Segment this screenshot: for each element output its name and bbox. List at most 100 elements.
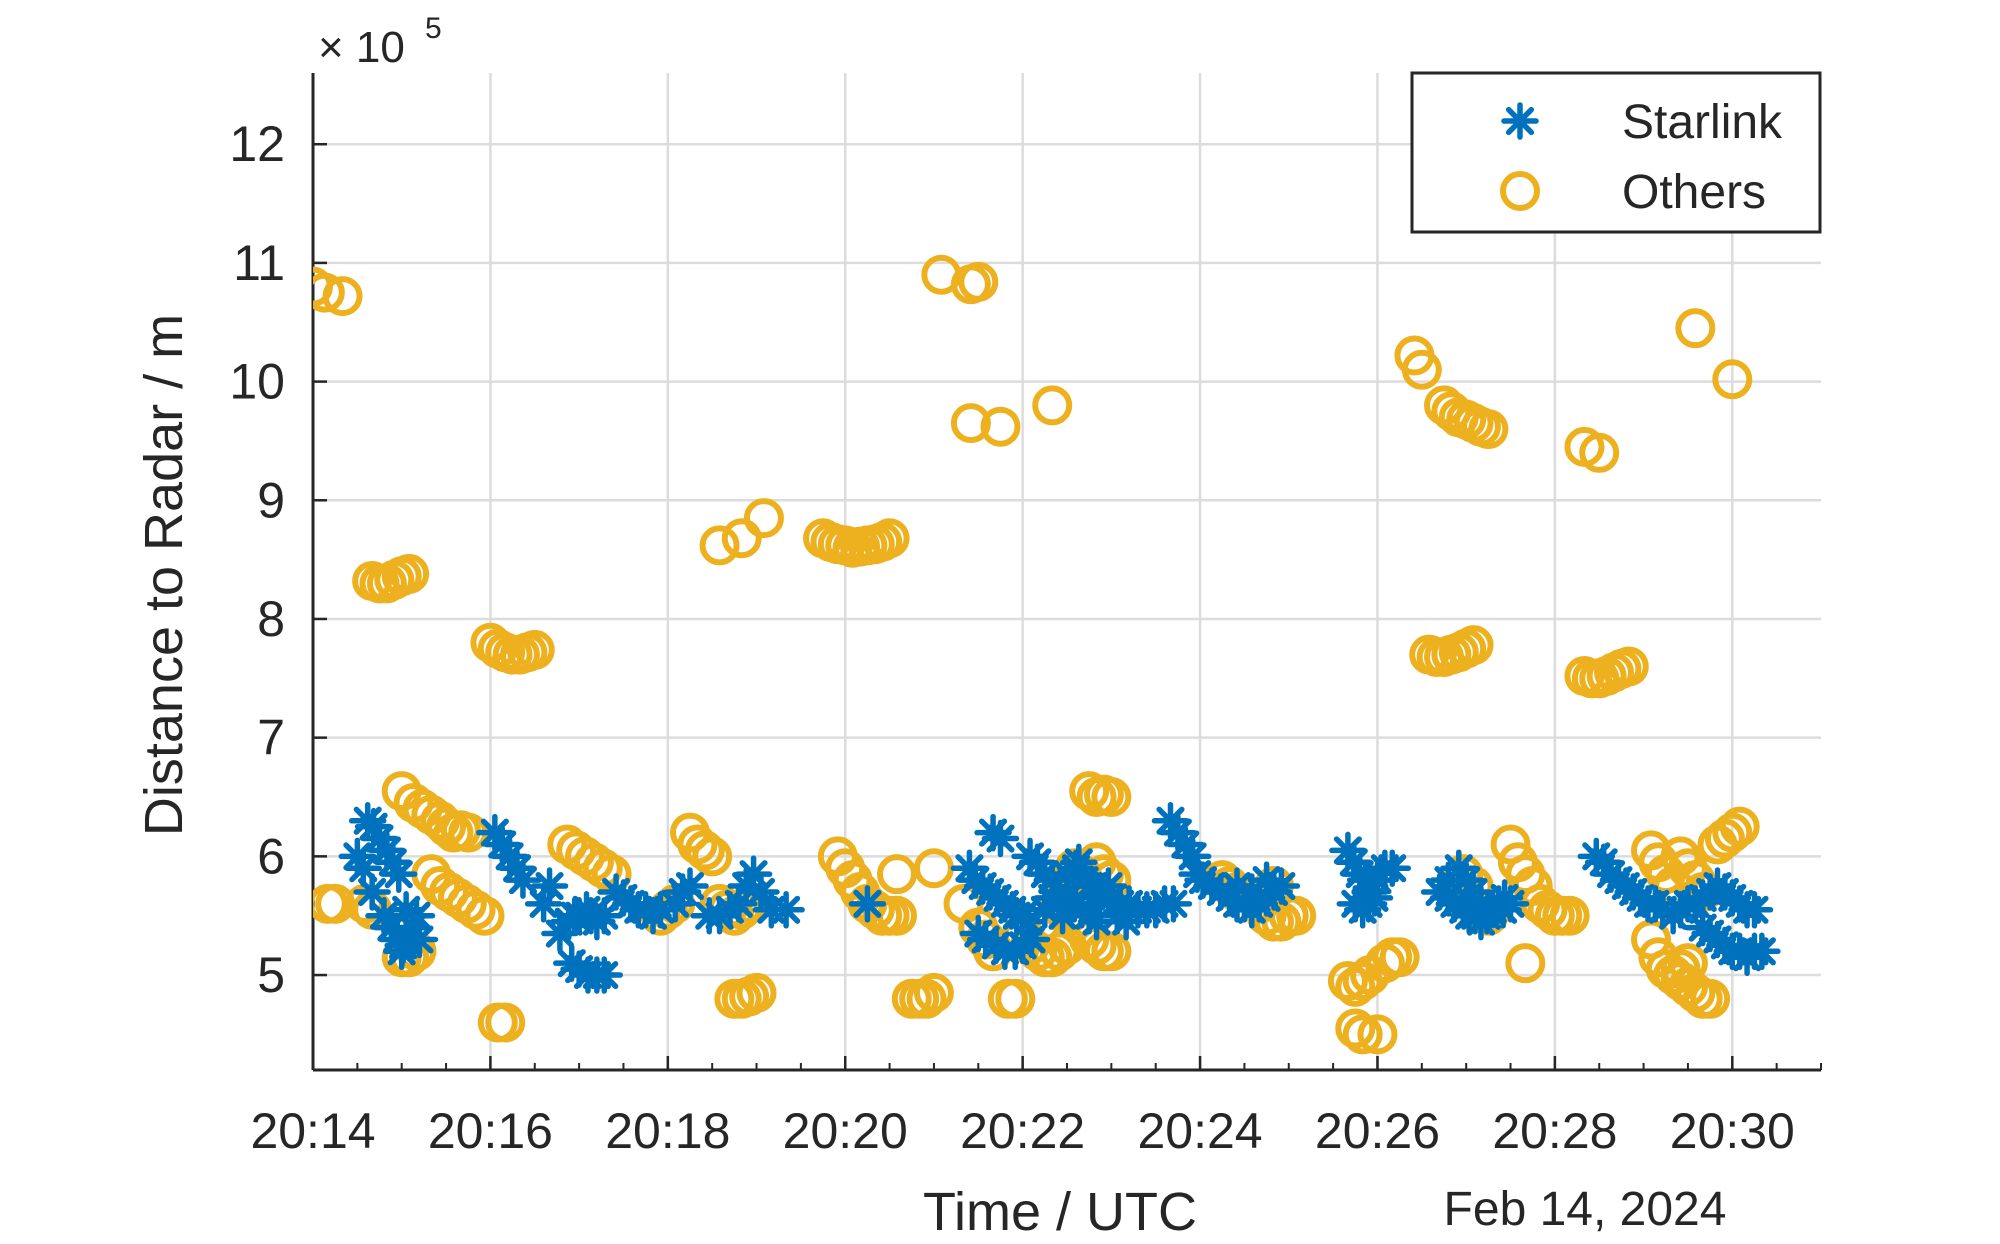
starlink-point bbox=[1026, 891, 1064, 929]
grid bbox=[311, 73, 1821, 1070]
starlink-point bbox=[1012, 920, 1051, 959]
starlink-point bbox=[671, 867, 709, 905]
others-point bbox=[514, 629, 555, 670]
starlink-point bbox=[1107, 902, 1145, 941]
x-tick-label: 20:28 bbox=[1492, 1103, 1617, 1159]
starlink-point bbox=[1154, 885, 1193, 923]
y-tick-label: 9 bbox=[257, 472, 285, 528]
others-point bbox=[1091, 931, 1132, 972]
others-point bbox=[743, 498, 784, 539]
y-tick-label: 10 bbox=[229, 354, 285, 410]
others-point bbox=[980, 406, 1021, 447]
others-point bbox=[322, 276, 363, 317]
x-tick-label: 20:14 bbox=[250, 1103, 375, 1159]
others-point bbox=[869, 518, 910, 559]
x-tick-label: 20:20 bbox=[783, 1103, 908, 1159]
others-point bbox=[1712, 359, 1753, 400]
y-tick-label: 11 bbox=[233, 235, 285, 291]
others-point bbox=[876, 854, 917, 895]
x-tick-label: 20:24 bbox=[1137, 1103, 1262, 1159]
labels: × 10 5 Time / UTC Feb 14, 2024 Distance … bbox=[134, 12, 1727, 1242]
others-point bbox=[315, 883, 356, 924]
y-tick-label: 7 bbox=[257, 710, 285, 766]
x-tick-label: 20:18 bbox=[605, 1103, 730, 1159]
others-point bbox=[1667, 943, 1708, 984]
others-point bbox=[1379, 937, 1420, 978]
x-axis-label: Time / UTC bbox=[923, 1182, 1197, 1239]
starlink-point bbox=[524, 885, 563, 923]
others-point bbox=[1032, 385, 1073, 426]
others-point bbox=[389, 553, 430, 594]
starlink-point bbox=[585, 956, 624, 994]
others-point bbox=[1453, 625, 1494, 666]
others-point bbox=[485, 1002, 526, 1043]
starlink-point bbox=[387, 891, 425, 929]
starlink-point bbox=[1373, 849, 1412, 887]
starlink-point bbox=[504, 861, 542, 899]
others-point bbox=[950, 403, 991, 444]
exponent-power: 5 bbox=[425, 12, 442, 45]
others-point bbox=[1342, 1014, 1383, 1055]
others-point bbox=[464, 895, 505, 936]
y-tick-label: 12 bbox=[229, 116, 285, 172]
starlink-point bbox=[379, 855, 418, 893]
others-point bbox=[1401, 349, 1442, 390]
starlink-point bbox=[1173, 837, 1212, 876]
plot-area bbox=[313, 254, 1781, 1055]
others-point bbox=[1719, 806, 1760, 847]
others-point bbox=[1712, 812, 1753, 853]
legend-label-others: Others bbox=[1622, 166, 1766, 219]
starlink-point bbox=[1743, 932, 1781, 971]
others-point bbox=[1690, 978, 1731, 1019]
y-tick-label: 6 bbox=[257, 828, 285, 884]
others-point bbox=[313, 272, 345, 313]
legend-others-marker bbox=[1500, 171, 1540, 211]
others-point bbox=[1549, 895, 1590, 936]
others-point bbox=[995, 978, 1036, 1019]
x-tick-label: 20:22 bbox=[960, 1103, 1085, 1159]
starlink-point bbox=[1735, 891, 1774, 929]
y-axis-label: Distance to Radar / m bbox=[134, 314, 194, 836]
others-point bbox=[1276, 895, 1317, 936]
legend-box bbox=[1410, 71, 1822, 234]
starlink-point bbox=[353, 873, 391, 911]
others-point bbox=[958, 261, 999, 302]
starlink-point bbox=[400, 920, 439, 959]
others-point bbox=[736, 972, 777, 1013]
others-point bbox=[1579, 432, 1620, 473]
starlink-point bbox=[1491, 885, 1530, 923]
others-point bbox=[699, 525, 740, 566]
others-point bbox=[1505, 943, 1546, 984]
others-point bbox=[1335, 1008, 1376, 1049]
starlink-point bbox=[1089, 867, 1128, 905]
x-tick-label: 20:26 bbox=[1315, 1103, 1440, 1159]
others-point bbox=[692, 836, 733, 877]
others-point bbox=[913, 972, 954, 1013]
x-tick-label: 20:30 bbox=[1670, 1103, 1795, 1159]
others-point bbox=[1660, 949, 1701, 990]
starlink-point bbox=[382, 932, 421, 971]
others-point bbox=[1357, 1014, 1398, 1055]
exponent-base: × 10 bbox=[318, 23, 405, 72]
starlink-point bbox=[1247, 861, 1286, 899]
axes: 20:14 20:16 20:18 20:20 20:22 20:24 20:26 20:28… bbox=[229, 73, 1822, 1159]
others-point bbox=[1675, 308, 1716, 349]
starlink-point bbox=[767, 891, 805, 929]
legend-label-starlink: Starlink bbox=[1622, 96, 1783, 149]
starlink-point bbox=[848, 885, 887, 923]
others-point bbox=[906, 978, 947, 1019]
y-tick-label: 5 bbox=[257, 947, 285, 1003]
y-tick-label: 8 bbox=[257, 591, 285, 647]
others-point bbox=[1468, 409, 1509, 450]
others-point bbox=[1091, 777, 1132, 818]
series-starlink bbox=[338, 802, 1781, 994]
others-point bbox=[1608, 646, 1649, 687]
others-point bbox=[721, 518, 762, 559]
starlink-point bbox=[981, 819, 1020, 858]
date-label: Feb 14, 2024 bbox=[1444, 1183, 1727, 1236]
legend: Starlink Others bbox=[1410, 71, 1822, 234]
x-tick-label: 20:16 bbox=[428, 1103, 553, 1159]
others-point bbox=[684, 830, 725, 871]
